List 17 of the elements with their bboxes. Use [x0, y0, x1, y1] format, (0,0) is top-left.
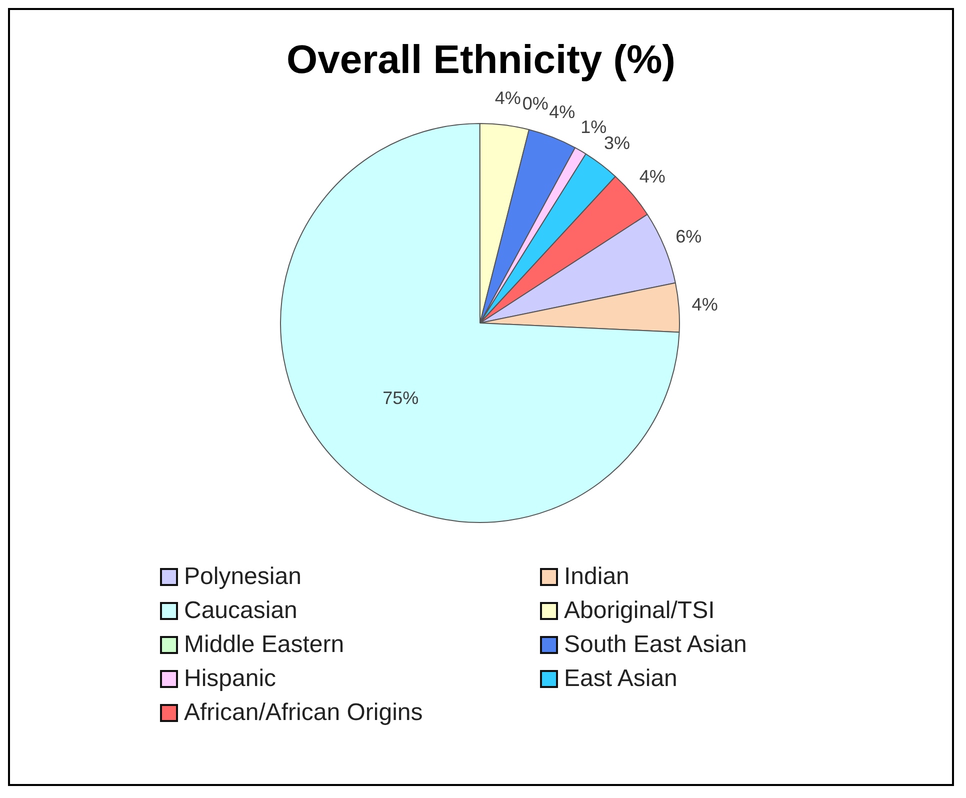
data-label: 4% — [639, 166, 666, 187]
legend-label: Middle Eastern — [184, 631, 344, 659]
legend-label: Aboriginal/TSI — [564, 597, 715, 625]
data-label: 4% — [692, 294, 718, 314]
data-label: 4% — [549, 102, 576, 122]
legend-label: Hispanic — [184, 665, 276, 693]
legend-label: East Asian — [564, 665, 678, 693]
data-label: 4% — [494, 88, 521, 108]
legend-label: Caucasian — [184, 597, 298, 625]
text: 0% — [522, 93, 548, 114]
data-label: 6% — [676, 226, 702, 246]
legend-label: South East Asian — [564, 631, 747, 659]
legend-label: African/African Origins — [184, 699, 423, 727]
chart-title: Overall Ethnicity (%) — [286, 37, 676, 83]
legend-label: Polynesian — [184, 563, 302, 591]
legend-label: Indian — [564, 563, 630, 591]
data-label: 75% — [382, 388, 419, 408]
